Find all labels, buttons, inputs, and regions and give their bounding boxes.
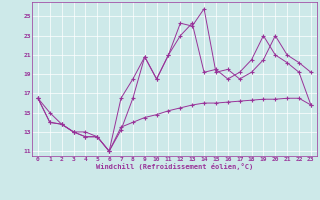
X-axis label: Windchill (Refroidissement éolien,°C): Windchill (Refroidissement éolien,°C) xyxy=(96,163,253,170)
